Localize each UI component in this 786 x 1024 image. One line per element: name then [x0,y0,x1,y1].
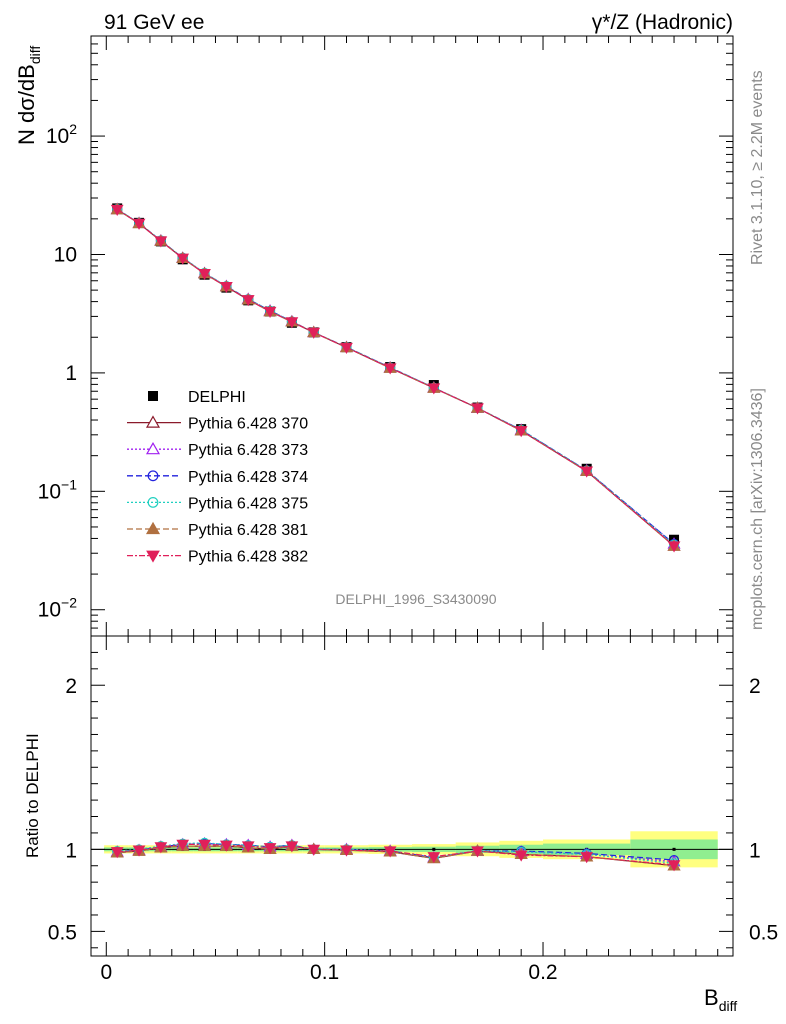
main-y-tick-label-4: 102 [46,121,77,148]
ratio-y-tick-label-left-2: 2 [65,675,77,698]
series-5-point-15 [580,466,594,478]
main-y-tick-label-2: 1 [65,362,77,385]
ratio-series-5-point-13 [471,846,484,858]
legend-marker-5 [146,550,160,563]
series-line-1 [116,208,675,545]
series-5-point-5 [220,282,233,294]
ratio-series-5-point-14 [514,850,528,862]
ratio-y-tick-label-left-1: 1 [65,839,77,862]
x-tick-label-2: 0.2 [528,961,557,984]
ratio-series-5-point-7 [263,843,277,855]
analysis-id-label: DELPHI_1996_S3430090 [335,591,496,607]
ratio-series [110,836,681,872]
ratio-series-5-point-16 [667,860,681,872]
ratio-ticks: 0.5 0.5 1 1 2 2 0 0.1 0.2 [48,636,778,984]
ratio-y-tick-label-right-2: 2 [749,675,761,698]
legend-label-2: Pythia 6.428 374 [188,469,308,486]
legend-marker-0 [145,415,161,428]
legend-marker-3 [147,497,159,508]
series-5-point-1 [132,218,146,230]
ratio-y-tick-label-right-1: 1 [749,839,761,862]
ratio-data-point-16 [672,847,676,851]
x-tick-label-1: 0.1 [310,961,339,984]
rivet-version-label: Rivet 3.1.10, ≥ 2.2M events [749,70,766,265]
ratio-series-5-point-9 [307,844,321,856]
ratio-series-5-point-4 [198,839,211,851]
series-5-point-10 [340,342,353,354]
main-y-tick-label-base-4: 10 [46,125,69,148]
ratio-series-5-point-1 [132,845,146,857]
ratio-series-5-point-11 [383,846,397,858]
legend-label-0: Pythia 6.428 370 [188,416,308,433]
series-line-3 [116,208,675,546]
x-axis-label-sub: diff [719,998,738,1014]
legend-label-data: DELPHI [188,389,246,406]
ratio-series-5-point-0 [110,847,124,859]
ratio-data-point-12 [432,847,436,851]
legend-label-3: Pythia 6.428 375 [188,495,308,512]
legend: DELPHI Pythia 6.428 370 Pythia 6.428 373 Py… [127,389,308,566]
series-5-point-14 [514,426,528,438]
main-y-tick-label-exp-1: −1 [61,476,77,492]
x-tick-label-0: 0 [100,961,112,984]
ratio-y-tick-label-right-0: 0.5 [749,921,778,944]
main-y-tick-label-base-1: 10 [38,480,61,503]
series-5-point-3 [176,253,190,265]
main-y-axis-label-text: N dσ/dB [14,64,39,145]
main-y-tick-label-0: 10−2 [38,595,78,622]
legend-label-5: Pythia 6.428 382 [188,549,308,566]
series-5-point-12 [427,383,441,395]
series-5-point-8 [285,317,299,329]
ratio-panel-frame [90,635,734,957]
chart-left-title: 91 GeV ee [104,11,204,34]
x-axis-label: Bdiff [704,985,737,1014]
ratio-series-5-point-3 [176,839,190,851]
series-5-point-6 [241,295,255,307]
legend-marker-4 [145,521,161,535]
chart-right-title: γ*/Z (Hadronic) [592,11,733,34]
x-axis-label-text: B [704,985,719,1010]
legend-marker-2 [147,470,159,482]
legend-label-1: Pythia 6.428 373 [188,442,308,459]
series-5-point-0 [110,204,124,216]
main-y-tick-label-exp-0: −2 [61,595,77,611]
series-5-point-13 [471,403,484,415]
main-y-tick-label-1: 10−1 [38,476,78,503]
chart-right-title-rest: */Z (Hadronic) [602,11,733,34]
series-5-point-11 [383,363,397,375]
ratio-series-line-5 [117,843,675,866]
ratio-series-5-point-12 [427,852,441,864]
ratio-series-5-point-15 [580,852,594,864]
main-series [110,202,681,553]
chart-right-title-gamma: γ [592,11,603,34]
legend-marker-1 [145,441,161,455]
ratio-series-5-point-5 [220,840,233,852]
main-y-tick-label-3: 10 [54,243,77,266]
legend-marker-data [148,391,158,401]
series-5-point-7 [263,306,277,319]
ratio-y-tick-label-left-0: 0.5 [48,921,77,944]
legend-label-4: Pythia 6.428 381 [188,522,308,539]
main-panel-frame [90,35,734,637]
mcplots-label: mcplots.cern.ch [arXiv:1306.3436] [749,388,766,630]
main-y-tick-label-exp-4: 2 [69,121,77,137]
ratio-series-5-point-2 [154,842,168,854]
series-5-point-16 [667,541,681,553]
ratio-y-axis-label: Ratio to DELPHI [23,733,42,858]
ratio-series-5-point-8 [285,841,299,853]
series-line-2 [116,208,675,545]
series-5-point-4 [198,268,211,281]
series-5-point-2 [154,236,168,248]
main-y-axis-label-sub: diff [27,46,43,65]
main-y-tick-label-base-0: 10 [38,599,61,622]
main-y-axis-label: N dσ/dBdiff [14,46,43,145]
ratio-series-line-3 [117,842,675,864]
ratio-series-5-point-10 [340,845,353,857]
series-5-point-9 [307,327,321,339]
ratio-series-5-point-6 [241,841,255,853]
